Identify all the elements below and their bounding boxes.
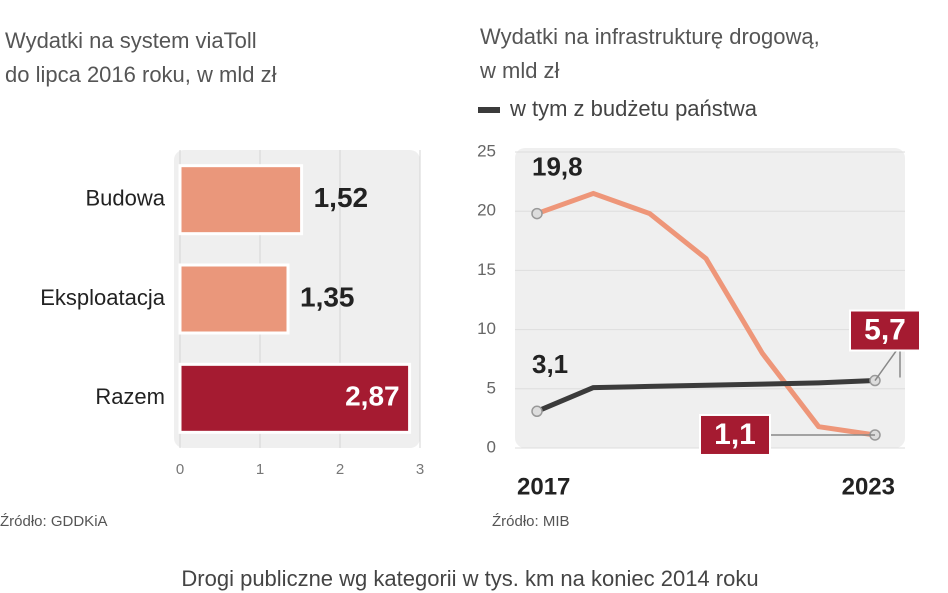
bar (178, 263, 290, 335)
x-tick-label: 1 (256, 461, 264, 478)
y-tick-label: 25 (477, 141, 496, 160)
value-label: 1,35 (300, 281, 355, 312)
x-tick-label: 2017 (517, 473, 570, 500)
bar (178, 362, 412, 434)
value-box (699, 413, 771, 456)
x-tick-label: 3 (416, 461, 424, 478)
category-label: Eksploatacja (40, 285, 166, 310)
x-tick-label: 2 (336, 461, 344, 478)
caption: Drogi publiczne wg kategorii w tys. km n… (181, 566, 758, 591)
y-tick-label: 15 (477, 260, 496, 279)
line (536, 378, 876, 414)
source: Źródło: GDDKiA (0, 513, 108, 530)
value-label: 5,7 (864, 313, 906, 346)
y-tick-label: 20 (477, 201, 496, 220)
category-label: Razem (95, 384, 165, 409)
point (531, 405, 543, 418)
y-tick-label: 0 (487, 437, 496, 456)
x-tick-label: 2023 (842, 473, 895, 500)
chart-title: do lipca 2016 roku, w mld zł (5, 62, 277, 87)
point (531, 207, 543, 220)
chart-title: w mld zł (479, 58, 560, 83)
line (536, 190, 876, 438)
bar (178, 164, 304, 236)
value-label: 19,8 (532, 151, 583, 181)
value-label: 1,52 (314, 182, 369, 213)
value-box (849, 309, 921, 352)
value-label: 2,87 (345, 381, 400, 412)
plot-area (515, 148, 905, 448)
y-tick-label: 10 (477, 319, 496, 338)
source: Źródło: MIB (492, 513, 570, 530)
y-tick-label: 5 (487, 378, 496, 397)
x-tick-label: 0 (176, 461, 184, 478)
chart-title: Wydatki na infrastrukturę drogową, (480, 24, 820, 49)
chart-title: Wydatki na system viaToll (5, 28, 257, 53)
value-label: 3,1 (532, 349, 568, 379)
category-label: Budowa (85, 185, 165, 210)
legend-label: w tym z budżetu państwa (509, 96, 758, 121)
value-label: 1,1 (714, 418, 756, 451)
